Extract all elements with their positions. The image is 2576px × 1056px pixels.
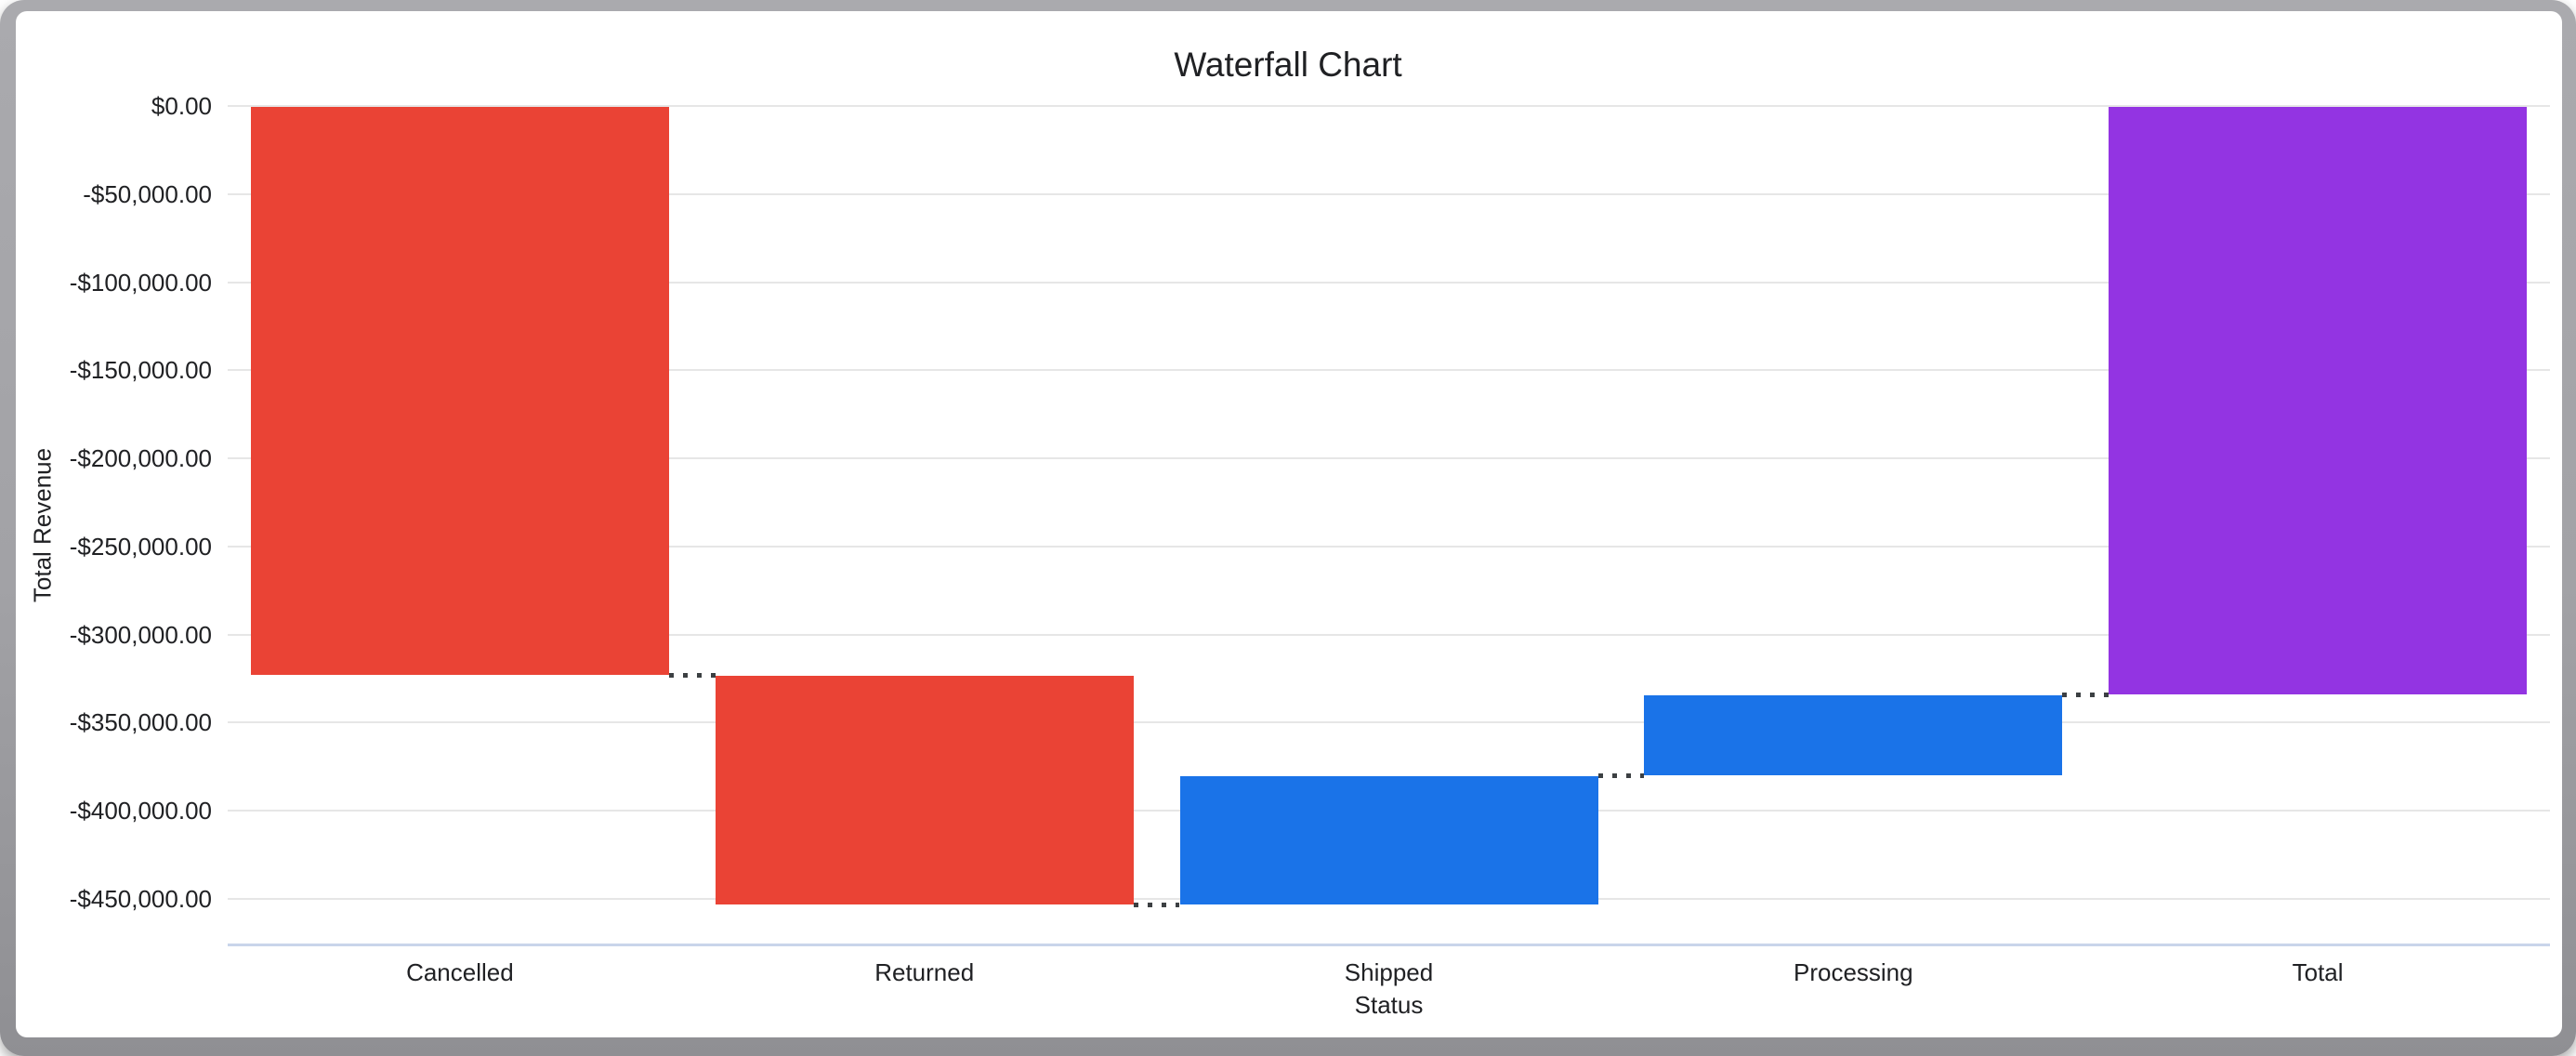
gridline-h: [228, 369, 2550, 372]
y-axis-tick-label: -$100,000.00: [69, 268, 212, 297]
y-axis-tick-label: -$150,000.00: [69, 356, 212, 385]
bar-cancelled[interactable]: [250, 107, 669, 676]
y-axis-tick-label: -$450,000.00: [69, 885, 212, 913]
y-axis-tick-label: -$350,000.00: [69, 708, 212, 737]
y-axis-tick-label: $0.00: [151, 92, 212, 120]
bar-total[interactable]: [2109, 107, 2528, 695]
gridline-h: [228, 457, 2550, 460]
x-axis-category-label: Total: [2292, 958, 2344, 986]
bar-shipped[interactable]: [1179, 776, 1598, 904]
x-axis-title: Status: [1354, 991, 1424, 1019]
gridline-h: [228, 105, 2550, 107]
x-axis-category-label: Cancelled: [406, 958, 514, 986]
y-axis-tick-label: -$50,000.00: [83, 179, 212, 208]
bar-returned[interactable]: [715, 676, 1134, 904]
y-axis-tick-label: -$400,000.00: [69, 797, 212, 825]
waterfall-connector: [668, 673, 716, 679]
waterfall-connector: [1597, 773, 1645, 779]
gridline-h: [228, 721, 2550, 724]
y-axis-tick-label: -$250,000.00: [69, 532, 212, 561]
gridline-h: [228, 192, 2550, 195]
gridline-h: [228, 633, 2550, 636]
x-axis-category-label: Shipped: [1344, 958, 1434, 986]
x-axis-category-label: Processing: [1793, 958, 1913, 986]
bar-processing[interactable]: [1644, 695, 2063, 776]
x-axis-line: [228, 944, 2550, 946]
waterfall-connector: [2062, 693, 2109, 698]
y-axis-tick-label: -$200,000.00: [69, 444, 212, 473]
x-axis-category-label: Returned: [874, 958, 975, 986]
y-axis-tick-label: -$300,000.00: [69, 620, 212, 649]
gridline-h: [228, 545, 2550, 548]
gridline-h: [228, 281, 2550, 284]
chart-title: Waterfall Chart: [1174, 46, 1402, 84]
waterfall-connector: [1133, 902, 1180, 907]
